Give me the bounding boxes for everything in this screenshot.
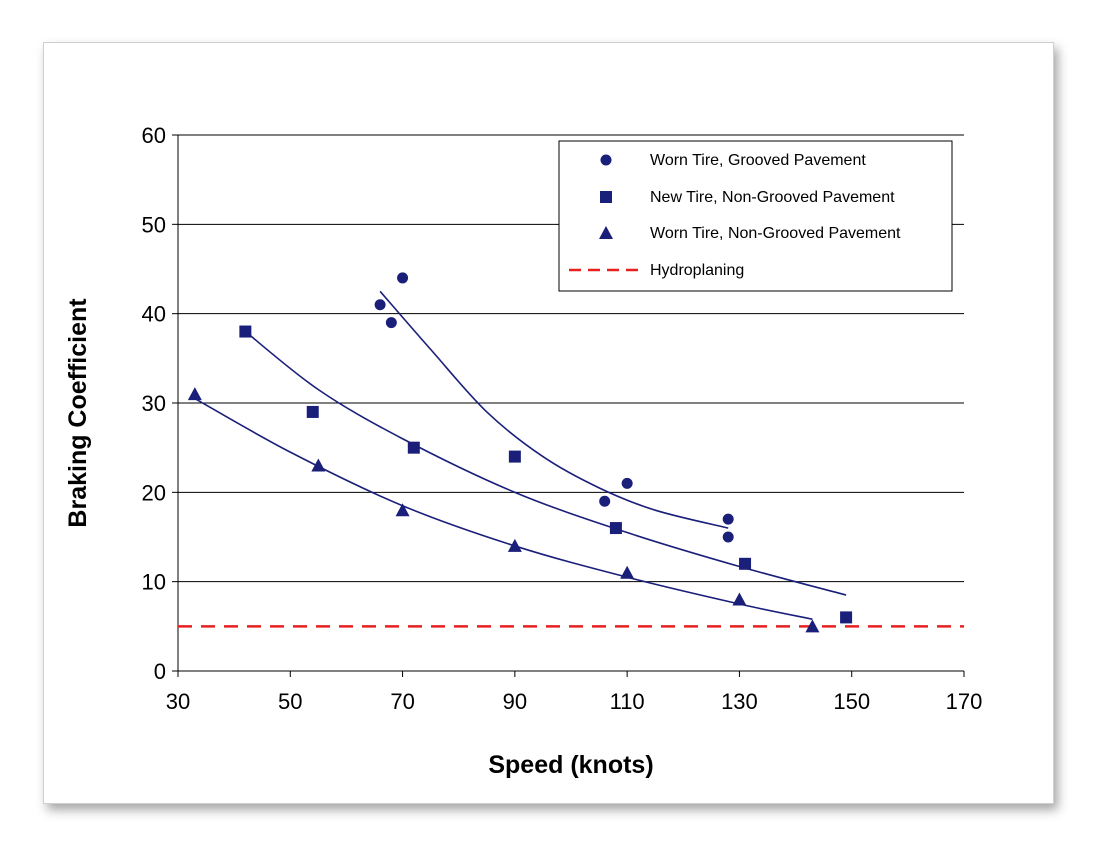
y-tick-label-60: 60 — [142, 123, 166, 148]
legend-marker-triangle — [599, 226, 613, 239]
tick-labels: 0 10 20 30 40 50 60 30 50 70 90 110 130 150 170 — [142, 123, 983, 714]
y-tick-label-50: 50 — [142, 212, 166, 237]
data-point-circle-3 — [599, 495, 611, 507]
data-point-triangle-1 — [311, 458, 326, 472]
trend-line-triangle — [194, 397, 813, 620]
data-point-square-0 — [239, 325, 252, 338]
data-point-square-5 — [739, 557, 752, 570]
y-axis-title: Braking Coefficient — [64, 298, 92, 528]
x-tick-label-150: 150 — [833, 689, 870, 714]
data-point-circle-0 — [374, 299, 386, 311]
legend-label-hydroplaning: Hydroplaning — [650, 262, 744, 279]
chart-frame: 0 10 20 30 40 50 60 30 50 70 90 110 130 150 170 Speed … — [43, 42, 1054, 804]
legend-label-circle: Worn Tire, Grooved Pavement — [650, 152, 866, 169]
data-point-square-4 — [609, 522, 622, 535]
x-tick-label-110: 110 — [610, 689, 645, 714]
data-point-square-3 — [508, 450, 521, 463]
legend-items: Worn Tire, Grooved Pavement New Tire, Non… — [569, 152, 901, 279]
data-point-triangle-5 — [732, 592, 747, 606]
data-point-triangle-6 — [805, 619, 820, 633]
data-point-triangle-3 — [507, 538, 522, 552]
y-tick-label-0: 0 — [154, 659, 166, 684]
legend-marker-circle — [600, 154, 612, 166]
legend-label-square: New Tire, Non-Grooved Pavement — [650, 189, 895, 206]
data-point-square-1 — [306, 405, 319, 418]
x-tick-label-170: 170 — [946, 689, 983, 714]
x-axis-title: Speed (knots) — [488, 751, 653, 779]
data-point-square-6 — [840, 611, 853, 624]
braking-coefficient-chart: 0 10 20 30 40 50 60 30 50 70 90 110 130 150 170 Speed … — [64, 123, 983, 779]
x-tick-label-30: 30 — [166, 689, 190, 714]
data-point-circle-6 — [722, 531, 734, 543]
x-tick-label-130: 130 — [721, 689, 758, 714]
legend-box — [558, 140, 953, 292]
y-tick-label-10: 10 — [142, 570, 166, 595]
data-point-triangle-4 — [620, 565, 635, 579]
y-tick-label-40: 40 — [142, 302, 166, 327]
data-points — [187, 272, 853, 633]
data-point-circle-5 — [722, 513, 734, 525]
legend-label-triangle: Worn Tire, Non-Grooved Pavement — [650, 225, 901, 242]
data-point-square-2 — [407, 441, 420, 454]
y-tick-label-30: 30 — [142, 391, 166, 416]
axes — [172, 134, 965, 677]
x-tick-label-70: 70 — [390, 689, 414, 714]
data-point-triangle-2 — [395, 503, 410, 517]
data-point-triangle-0 — [187, 387, 202, 401]
legend-marker-square — [600, 191, 612, 203]
data-point-circle-1 — [385, 317, 397, 329]
data-point-circle-2 — [397, 272, 409, 284]
x-tick-label-50: 50 — [278, 689, 302, 714]
data-point-circle-4 — [621, 477, 633, 489]
legend: Worn Tire, Grooved Pavement New Tire, Non… — [558, 140, 953, 292]
trend-line-circle — [379, 290, 729, 529]
y-tick-label-20: 20 — [142, 480, 166, 505]
x-tick-label-90: 90 — [503, 689, 527, 714]
